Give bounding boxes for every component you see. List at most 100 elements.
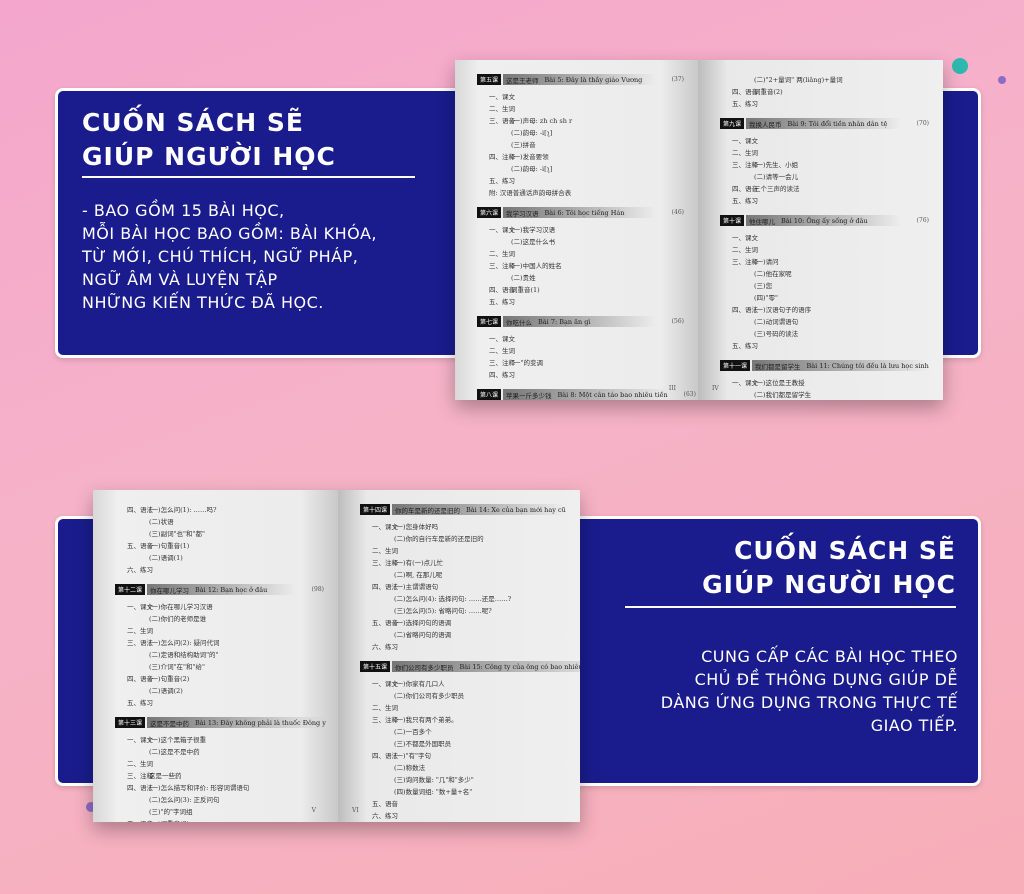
lesson-title-cn: 我换人民币: [749, 120, 782, 129]
lesson-item: 四、语音 词重音(2): [720, 86, 929, 98]
lesson-item-topic: (二)你们公司有多少职员: [394, 692, 465, 700]
lesson-item: (二)这是什么书: [477, 236, 684, 248]
lesson-item-topic: (一)句重音(2): [149, 675, 190, 683]
lesson-item-topic: (一)选择问句的语调: [394, 619, 452, 627]
lesson-item: 五、语音(一)词重音(3): [115, 818, 324, 822]
lesson-header: 第十五课 你们公司有多少职员 Bài 15: Công ty của ông có …: [360, 661, 580, 672]
lesson-item-topic: (一)句重音(1): [149, 542, 190, 550]
lesson-item-section: 四、练习: [489, 371, 515, 379]
page-number: V: [311, 807, 316, 814]
lesson-item-section: 六、练习: [372, 643, 398, 651]
decor-dot: [952, 58, 968, 74]
top-description: - BAO GỒM 15 BÀI HỌC, MỖI BÀI HỌC BAO GỒM…: [82, 199, 377, 314]
bottom-title-line2: GIÚP NGƯỜI HỌC: [702, 570, 956, 599]
lesson-label: 第八课: [477, 389, 502, 400]
lesson-item-topic: (三)介词"在"和"给": [149, 663, 206, 671]
lesson-title-bar: 你的车是新的还是旧的 Bài 14: Xe của bạn mới hay cũ: [392, 504, 566, 515]
lesson-item-section: [477, 163, 511, 175]
lesson-title-bar: 我们都是留学生 Bài 11: Chúng tôi đều là lưu học …: [752, 360, 929, 371]
lesson-item-topic: (一)怎么描写和评价: 形容词谓语句: [149, 784, 250, 792]
description-line: NGỮ ÂM VÀ LUYỆN TẬP: [82, 270, 278, 289]
lesson-item-topic: (二)这是什么书: [511, 238, 556, 246]
lesson-title-bar: 他住哪儿 Bài 10: Ông ấy sống ở đâu: [746, 215, 901, 226]
lesson-title-vi: Bài 10: Ông ấy sống ở đâu: [781, 216, 868, 225]
lesson-title-vi: Bài 15: Công ty của ông có bao nhiêu nhâ…: [459, 662, 580, 671]
lesson-item-section: 二、生词: [732, 149, 758, 157]
lesson-label: 第九课: [720, 118, 745, 129]
lesson-item-topic: (二)我们都是留学生: [754, 391, 812, 399]
lesson-item-topic: (一)您身体好吗: [394, 523, 439, 531]
page-number: III: [668, 385, 676, 392]
lesson-item-topic: (一)怎么问(2): 疑问代词: [149, 639, 220, 647]
lesson-item-topic: (二)动词谓语句: [754, 318, 799, 326]
lesson-item-section: 四、语法: [732, 306, 758, 314]
lesson-item: 二、生词: [477, 345, 684, 357]
lesson-item-section: 二、生词: [127, 760, 153, 768]
lesson-item: 三、注释 (一)我只有两个弟弟。: [360, 714, 566, 726]
lesson-item-section: [360, 738, 394, 750]
description-line: CUNG CẤP CÁC BÀI HỌC THEO: [701, 647, 958, 666]
lesson-item: 二、生词: [360, 545, 566, 557]
lesson-item-topic: "一"的变调: [511, 359, 543, 367]
lesson-label: 第十五课: [360, 661, 391, 672]
lesson-item-topic: (二)他在家呢: [754, 270, 792, 278]
lesson-title-vi: Bài 8: Một cân táo bao nhiêu tiền: [557, 390, 668, 399]
lesson-item-section: 三、注释: [732, 161, 758, 169]
lesson-item: (三)怎么问(5): 省略问句: ……呢?: [360, 605, 566, 617]
lesson-item-section: [115, 649, 149, 661]
description-line: - BAO GỒM 15 BÀI HỌC,: [82, 201, 285, 220]
lesson-item-section: 三、注释: [372, 559, 398, 567]
lesson-item: (三)询问数量: "几"和"多少": [360, 774, 566, 786]
lesson-item-section: 附: 汉语普通话声韵母拼合表: [489, 189, 572, 197]
lesson-item-section: 二、生词: [372, 547, 398, 555]
lesson-item: (二)怎么问(3): 正反问句: [115, 794, 324, 806]
lesson-entry: 第十五课 你们公司有多少职员 Bài 15: Công ty của ông có …: [360, 661, 580, 822]
lesson-item-section: 五、练习: [489, 177, 515, 185]
lesson-title-cn: 我们都是留学生: [755, 362, 801, 371]
lesson-item: 四、语音 (一)句重音(2): [115, 673, 324, 685]
lesson-item-topic: (一)主谓谓语句: [394, 583, 439, 591]
bottom-divider: [625, 606, 956, 608]
lesson-item: 五、语音 (一)选择问句的语调: [360, 617, 566, 629]
lesson-item: 四、注释 (一)发音要领: [477, 151, 684, 163]
lesson-item-section: 三、注释: [372, 716, 398, 724]
lesson-item-topic: 词重音(2): [754, 88, 783, 96]
lesson-page-number: (98): [311, 586, 324, 593]
lesson-item-section: 一、课文: [489, 226, 515, 234]
lesson-item-section: 二、生词: [489, 105, 515, 113]
lesson-item-topic: (二)你的自行车是新的还是旧的: [394, 535, 484, 543]
lesson-item: 四、语音 三个三声的读法: [720, 183, 929, 195]
lesson-item: 附: 汉语普通话声韵母拼合表: [477, 187, 684, 199]
lesson-header: 第十课 他住哪儿 Bài 10: Ông ấy sống ở đâu (76): [720, 215, 929, 226]
lesson-item: 四、语法 (一)怎么问(1): ……吗?: [115, 504, 324, 516]
lesson-item: 三、注释 (一)有(一)点儿忙: [360, 557, 566, 569]
lesson-item-section: [115, 794, 149, 806]
lesson-item: 二、生词: [477, 103, 684, 115]
lesson-item: (三)号码的读法: [720, 328, 929, 340]
lesson-item-section: 二、生词: [372, 704, 398, 712]
lesson-item: (三)您: [720, 280, 929, 292]
lesson-label: 第十四课: [360, 504, 391, 515]
lesson-title-vi: Bài 13: Đây không phải là thuốc Đông y: [195, 718, 326, 727]
lesson-title-cn: 苹果一斤多少钱: [506, 391, 552, 400]
lesson-item-section: 一、课文: [489, 335, 515, 343]
lesson-item: 五、练习: [477, 175, 684, 187]
lesson-item-section: [720, 328, 754, 340]
lesson-item: 三、语音 (一)声母: zh ch sh r: [477, 115, 684, 127]
lesson-label: 第十二课: [115, 584, 146, 595]
lesson-item: 二、生词: [360, 702, 566, 714]
lesson-item: 四、练习: [477, 369, 684, 381]
lesson-item: 四、语法 (一)"有"字句: [360, 750, 566, 762]
lesson-item-section: 一、课文: [489, 93, 515, 101]
lesson-title-bar: 苹果一斤多少钱 Bài 8: Một cân táo bao nhiêu tiền: [503, 389, 668, 400]
lesson-item-topic: (一)先生、小姐: [754, 161, 799, 169]
lesson-item-section: [115, 806, 149, 818]
lesson-item-section: 五、练习: [732, 342, 758, 350]
lesson-item: (三)介词"在"和"给": [115, 661, 324, 673]
lesson-item-section: [720, 389, 754, 400]
lesson-title-bar: 你在哪儿学习 Bài 12: Bạn học ở đâu: [147, 584, 296, 595]
lesson-header: 第八课 苹果一斤多少钱 Bài 8: Một cân táo bao nhiêu t…: [477, 389, 696, 400]
lesson-item: 一、课文: [477, 91, 684, 103]
lesson-title-vi: Bài 6: Tôi học tiếng Hán: [544, 208, 625, 217]
lesson-item-section: 一、课文: [732, 137, 758, 145]
